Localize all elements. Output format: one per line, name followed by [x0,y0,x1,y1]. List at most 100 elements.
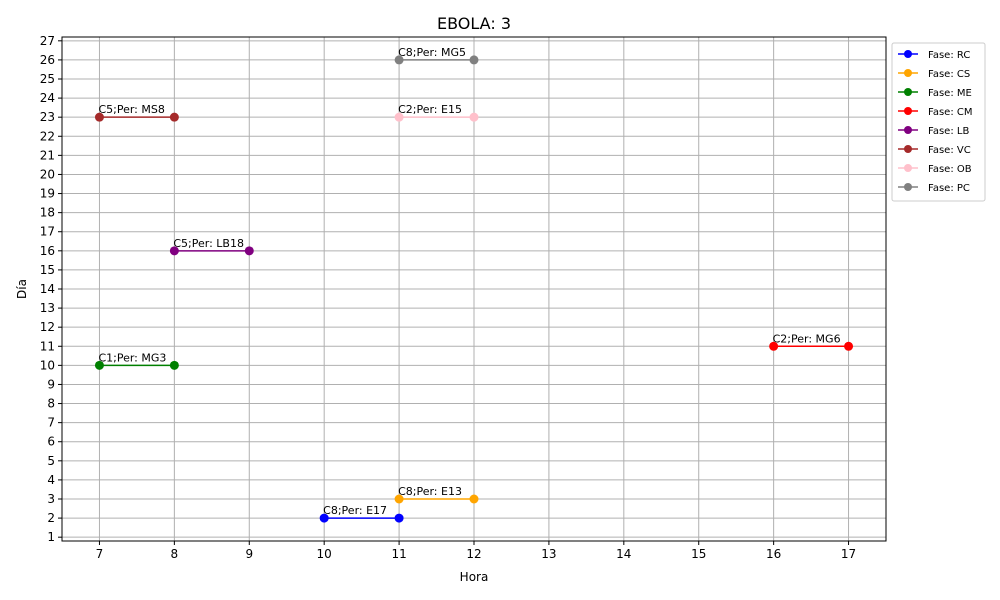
legend-label: Fase: VC [928,145,971,156]
y-tick-label: 13 [40,301,55,315]
legend-marker [904,145,912,153]
ticks: 7 8 9 10 11 12 13 14 15 16 17123456789101112131415… [40,34,856,561]
y-tick-label: 25 [40,72,55,86]
y-tick-label: 17 [40,225,55,239]
data-point [94,360,104,370]
x-tick-label: 16 [766,547,781,561]
series: C2;Per: MG6 [769,332,854,351]
legend-box [891,42,986,202]
y-tick-label: 26 [40,53,55,67]
legend-label: Fase: CS [928,69,970,80]
y-tick-label: 23 [40,110,55,124]
data-point [394,513,404,523]
series: C5;Per: MS8 [94,103,179,122]
x-tick-label: 15 [691,547,706,561]
y-tick-label: 6 [47,435,55,449]
legend-marker [904,88,912,96]
data-point [844,341,854,351]
y-tick-label: 2 [47,511,55,525]
legend-entry: Fase: CM [898,107,972,118]
data-point [469,55,479,65]
y-tick-label: 4 [47,473,55,487]
y-tick-label: 1 [47,530,55,544]
data-point [394,112,404,122]
y-tick-label: 5 [47,454,55,468]
y-tick-label: 24 [40,91,55,105]
x-axis-title: Hora [460,570,489,584]
legend-label: Fase: PC [928,183,970,194]
legend-marker [904,183,912,191]
legend-entry: Fase: LB [898,126,969,137]
segment-label: C8;Per: E17 [323,504,387,517]
y-tick-label: 22 [40,129,55,143]
legend: Fase: RC Fase: CS Fase: ME Fase: CM Fase: LB… [891,42,986,202]
legend-marker [904,164,912,172]
legend-label: Fase: LB [928,126,969,137]
data-point [169,112,179,122]
data-point [94,112,104,122]
y-tick-label: 15 [40,263,55,277]
data-point [169,360,179,370]
data-point [469,112,479,122]
legend-label: Fase: CM [928,107,972,118]
y-tick-label: 20 [40,167,55,181]
segment-label: C8;Per: MG5 [398,46,466,59]
y-tick-label: 16 [40,244,55,258]
x-tick-label: 17 [841,547,856,561]
x-tick-label: 7 [96,547,104,561]
legend-entry: Fase: OB [898,164,972,175]
x-tick-label: 9 [245,547,253,561]
y-tick-label: 19 [40,187,55,201]
legend-marker [904,107,912,115]
x-tick-label: 8 [171,547,179,561]
y-tick-label: 11 [40,339,55,353]
x-tick-label: 14 [616,547,631,561]
legend-entry: Fase: RC [898,50,970,61]
y-tick-label: 21 [40,148,55,162]
series: C8;Per: E13 [394,485,479,504]
y-tick-label: 9 [47,377,55,391]
y-tick-label: 8 [47,397,55,411]
data-point [394,494,404,504]
x-tick-label: 12 [466,547,481,561]
series-layer: C8;Per: E17 C8;Per: E13 C1;Per: MG3 C2;Per:… [94,46,854,523]
legend-entry: Fase: VC [898,145,971,156]
series: C8;Per: MG5 [394,46,479,65]
x-tick-label: 10 [317,547,332,561]
segment-label: C5;Per: MS8 [98,103,164,116]
legend-label: Fase: ME [928,88,972,99]
legend-entry: Fase: CS [898,69,970,80]
data-point [169,246,179,256]
segment-label: C2;Per: E15 [398,103,462,116]
data-point [244,246,254,256]
y-tick-label: 10 [40,358,55,372]
segment-label: C1;Per: MG3 [98,351,166,364]
segment-label: C2;Per: MG6 [773,332,841,345]
legend-marker [904,50,912,58]
legend-marker [904,126,912,134]
data-point [769,341,779,351]
legend-entry: Fase: ME [898,88,972,99]
segment-label: C8;Per: E13 [398,485,462,498]
data-point [469,494,479,504]
y-tick-label: 12 [40,320,55,334]
y-tick-label: 14 [40,282,55,296]
y-tick-label: 18 [40,206,55,220]
legend-entry: Fase: PC [898,183,970,194]
y-tick-label: 3 [47,492,55,506]
series: C1;Per: MG3 [94,351,179,370]
series: C8;Per: E17 [319,504,404,523]
x-tick-label: 11 [391,547,406,561]
data-point [319,513,329,523]
series: C2;Per: E15 [394,103,479,122]
y-tick-label: 27 [40,34,55,48]
chart-title: EBOLA: 3 [437,14,511,33]
legend-label: Fase: OB [928,164,972,175]
y-axis-title: Día [15,279,29,299]
segment-label: C5;Per: LB18 [173,237,244,250]
data-point [394,55,404,65]
y-tick-label: 7 [47,416,55,430]
series: C5;Per: LB18 [169,237,254,256]
